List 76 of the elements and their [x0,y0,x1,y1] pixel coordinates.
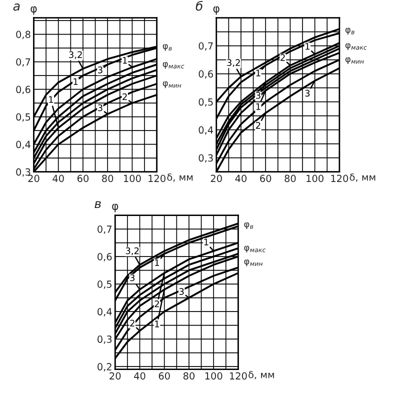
annotation: 1 [74,78,78,85]
annotation: φ$_{макс}$ [244,246,266,253]
y-axis-title: φ [30,6,37,15]
x-tick-label: 120 [331,174,348,182]
y-tick-label: 0,7 [198,42,213,51]
annotation: φ$_{в}$ [244,222,254,230]
annotation: 3 [130,274,135,282]
y-axis-title: φ [213,6,220,15]
y-tick-label: 0,5 [98,280,112,289]
annotation: 1 [122,57,127,64]
annotation: 2 [280,54,285,61]
annotation: φ$_{мин}$ [162,81,182,88]
y-tick-label: 0,3 [198,154,213,163]
annotation: 3,2 [69,51,82,60]
annotation: 3 [179,288,184,295]
x-tick-label: 40 [52,174,64,182]
y-tick-label: 0,3 [16,168,30,177]
annotation: 2 [130,320,134,326]
annotation: 1 [155,320,160,328]
annotation: φ$_{в}$ [162,44,172,51]
x-axis-title: δ, мм [167,173,193,182]
x-tick-label: 80 [102,174,114,182]
y-tick-label: 0,7 [98,226,112,234]
annotation: 1 [49,96,54,103]
y-tick-label: 0,6 [16,86,30,94]
annotation: φ$_{мин}$ [244,259,263,266]
y-tick-label: 0,4 [16,140,30,150]
x-tick-label: 100 [205,372,222,380]
x-tick-label: 20 [210,174,222,182]
annotation: 3 [98,66,102,74]
annotation: 2 [154,300,159,308]
y-tick-label: 0,4 [198,126,214,135]
annotation: 1 [256,103,260,110]
x-tick-label: 100 [306,174,324,182]
annotation: 1 [204,238,208,246]
x-tick-label: 80 [183,372,195,380]
y-tick-label: 0,4 [98,308,112,316]
y-tick-label: 0,6 [198,70,213,79]
x-axis-title: δ, мм [350,173,376,182]
y-tick-label: 0,7 [16,58,30,67]
annotation: φ$_{в}$ [345,28,354,35]
annotation: φ$_{мин}$ [345,57,364,64]
annotation: 2 [256,122,260,129]
annotation: 3 [256,92,260,99]
y-tick-label: 0,5 [16,113,30,122]
chart-title: б [196,0,203,11]
annotation: 3,2 [126,247,139,256]
x-axis-title: δ, мм [248,370,274,380]
chart-title: в [94,201,101,208]
x-tick-label: 60 [260,174,272,182]
chart-title: а [13,4,20,11]
y-tick-label: 0,6 [98,253,112,262]
x-tick-label: 100 [124,174,141,182]
x-tick-label: 120 [148,174,166,182]
annotation: 1 [256,70,260,76]
annotation: 1 [155,259,160,266]
y-tick-label: 0,8 [16,30,30,40]
annotation: φ$_{макс}$ [162,62,184,69]
x-tick-label: 20 [110,372,121,380]
annotation: 3 [98,104,102,112]
annotation: 3 [305,90,310,97]
annotation: φ$_{макс}$ [345,43,367,50]
x-tick-label: 40 [134,372,146,380]
x-tick-label: 20 [28,174,40,182]
annotation: 1 [306,43,310,50]
annotation: 3,2 [227,59,240,67]
x-tick-label: 80 [284,174,296,182]
y-tick-label: 0,5 [198,98,213,107]
x-tick-label: 120 [230,372,247,380]
x-tick-label: 60 [158,372,170,380]
y-tick-label: 0,2 [98,363,112,372]
y-tick-label: 0,3 [98,336,112,344]
x-tick-label: 60 [77,174,89,182]
annotation: 2 [122,93,127,100]
y-axis-title: φ [112,204,118,212]
x-tick-label: 40 [235,174,247,182]
